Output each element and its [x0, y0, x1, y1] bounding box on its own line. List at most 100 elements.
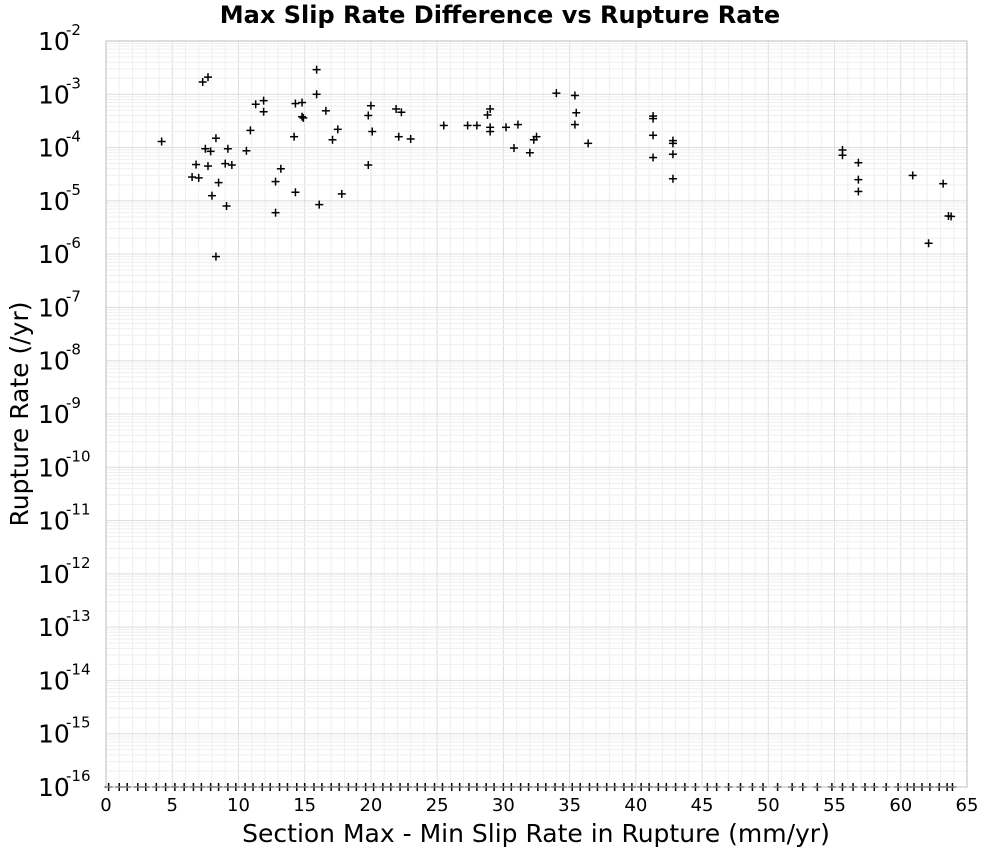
data-point [315, 200, 324, 209]
y-tick-label-base: 10 [38, 80, 70, 109]
y-tick-label-base: 10 [38, 134, 70, 163]
data-point [392, 104, 401, 113]
data-point [276, 164, 285, 173]
data-point [649, 153, 658, 162]
data-point [222, 202, 231, 211]
y-tick-label-base: 10 [38, 453, 70, 482]
data-point [649, 131, 658, 140]
y-tick-label-exponent: -16 [66, 767, 91, 785]
data-point [513, 120, 522, 129]
data-point [299, 113, 308, 122]
data-point [203, 162, 212, 171]
data-point [463, 121, 472, 130]
y-tick-label-exponent: -10 [66, 447, 91, 465]
data-point [364, 161, 373, 170]
x-tick-label: 45 [691, 795, 714, 816]
data-point [221, 159, 230, 168]
y-tick-labels: 10-210-310-410-510-610-710-810-910-1010-… [38, 21, 91, 802]
data-point [854, 158, 863, 167]
y-tick-label-base: 10 [38, 613, 70, 642]
data-point [246, 126, 255, 135]
x-tick-label: 10 [227, 795, 250, 816]
y-tick-label-exponent: -2 [66, 21, 81, 39]
data-point [584, 139, 593, 148]
y-tick-label-base: 10 [38, 773, 70, 802]
y-tick-label-base: 10 [38, 507, 70, 536]
data-point [242, 146, 251, 155]
plot-frame [105, 40, 968, 788]
data-point [838, 151, 847, 160]
y-tick-label-base: 10 [38, 240, 70, 269]
data-point [854, 187, 863, 196]
data-point [939, 179, 948, 188]
y-tick-label-base: 10 [38, 400, 70, 429]
data-point [366, 101, 375, 110]
data-point [194, 173, 203, 182]
y-tick-label-base: 10 [38, 347, 70, 376]
x-tick-label: 25 [426, 795, 449, 816]
data-point [312, 65, 321, 74]
x-tick-label: 20 [359, 795, 382, 816]
y-tick-label-base: 10 [38, 666, 70, 695]
x-tick-label: 40 [624, 795, 647, 816]
data-point [406, 134, 415, 143]
data-point [668, 139, 677, 148]
data-point [192, 160, 201, 169]
y-tick-label-base: 10 [38, 560, 70, 589]
data-point [337, 189, 346, 198]
data-point [188, 173, 197, 182]
y-tick-label-exponent: -3 [66, 74, 81, 92]
data-point [908, 171, 917, 180]
data-point [223, 144, 232, 153]
x-tick-label: 15 [293, 795, 316, 816]
data-point [668, 150, 677, 159]
data-point [439, 121, 448, 130]
y-tick-label-exponent: -11 [66, 501, 91, 519]
data-point [291, 99, 300, 108]
data-point [483, 110, 492, 119]
data-point [251, 100, 260, 109]
y-tick-label-base: 10 [38, 720, 70, 749]
y-tick-label-exponent: -14 [66, 660, 91, 678]
y-tick-label-base: 10 [38, 293, 70, 322]
data-point [271, 208, 280, 217]
data-point [502, 123, 511, 132]
y-tick-label-exponent: -8 [66, 341, 81, 359]
data-point [211, 252, 220, 261]
data-point [227, 161, 236, 170]
data-point [472, 121, 481, 130]
data-point [368, 127, 377, 136]
data-point [486, 127, 495, 136]
data-point [525, 148, 534, 157]
data-point [201, 144, 210, 153]
data-point [532, 132, 541, 141]
y-tick-label-exponent: -15 [66, 714, 91, 732]
chart-title: Max Slip Rate Difference vs Rupture Rate [219, 1, 781, 29]
x-tick-label: 50 [757, 795, 780, 816]
data-point [364, 111, 373, 120]
data-point [207, 191, 216, 200]
data-point [854, 175, 863, 184]
x-tick-label: 30 [492, 795, 515, 816]
data-point [291, 188, 300, 197]
data-point [198, 78, 207, 87]
x-tick-label: 55 [823, 795, 846, 816]
y-tick-label-exponent: -7 [66, 287, 81, 305]
data-point [211, 134, 220, 143]
data-point [157, 137, 166, 146]
data-point [290, 132, 299, 141]
data-point [259, 107, 268, 116]
data-point [570, 120, 579, 129]
data-point [552, 89, 561, 98]
data-point [206, 147, 215, 156]
data-point [271, 177, 280, 186]
data-point [312, 90, 321, 99]
data-point [668, 174, 677, 183]
data-point [924, 239, 933, 248]
data-point [947, 212, 956, 221]
data-point [397, 108, 406, 117]
x-tick-label: 5 [167, 795, 178, 816]
data-point [572, 108, 581, 117]
data-point [394, 132, 403, 141]
